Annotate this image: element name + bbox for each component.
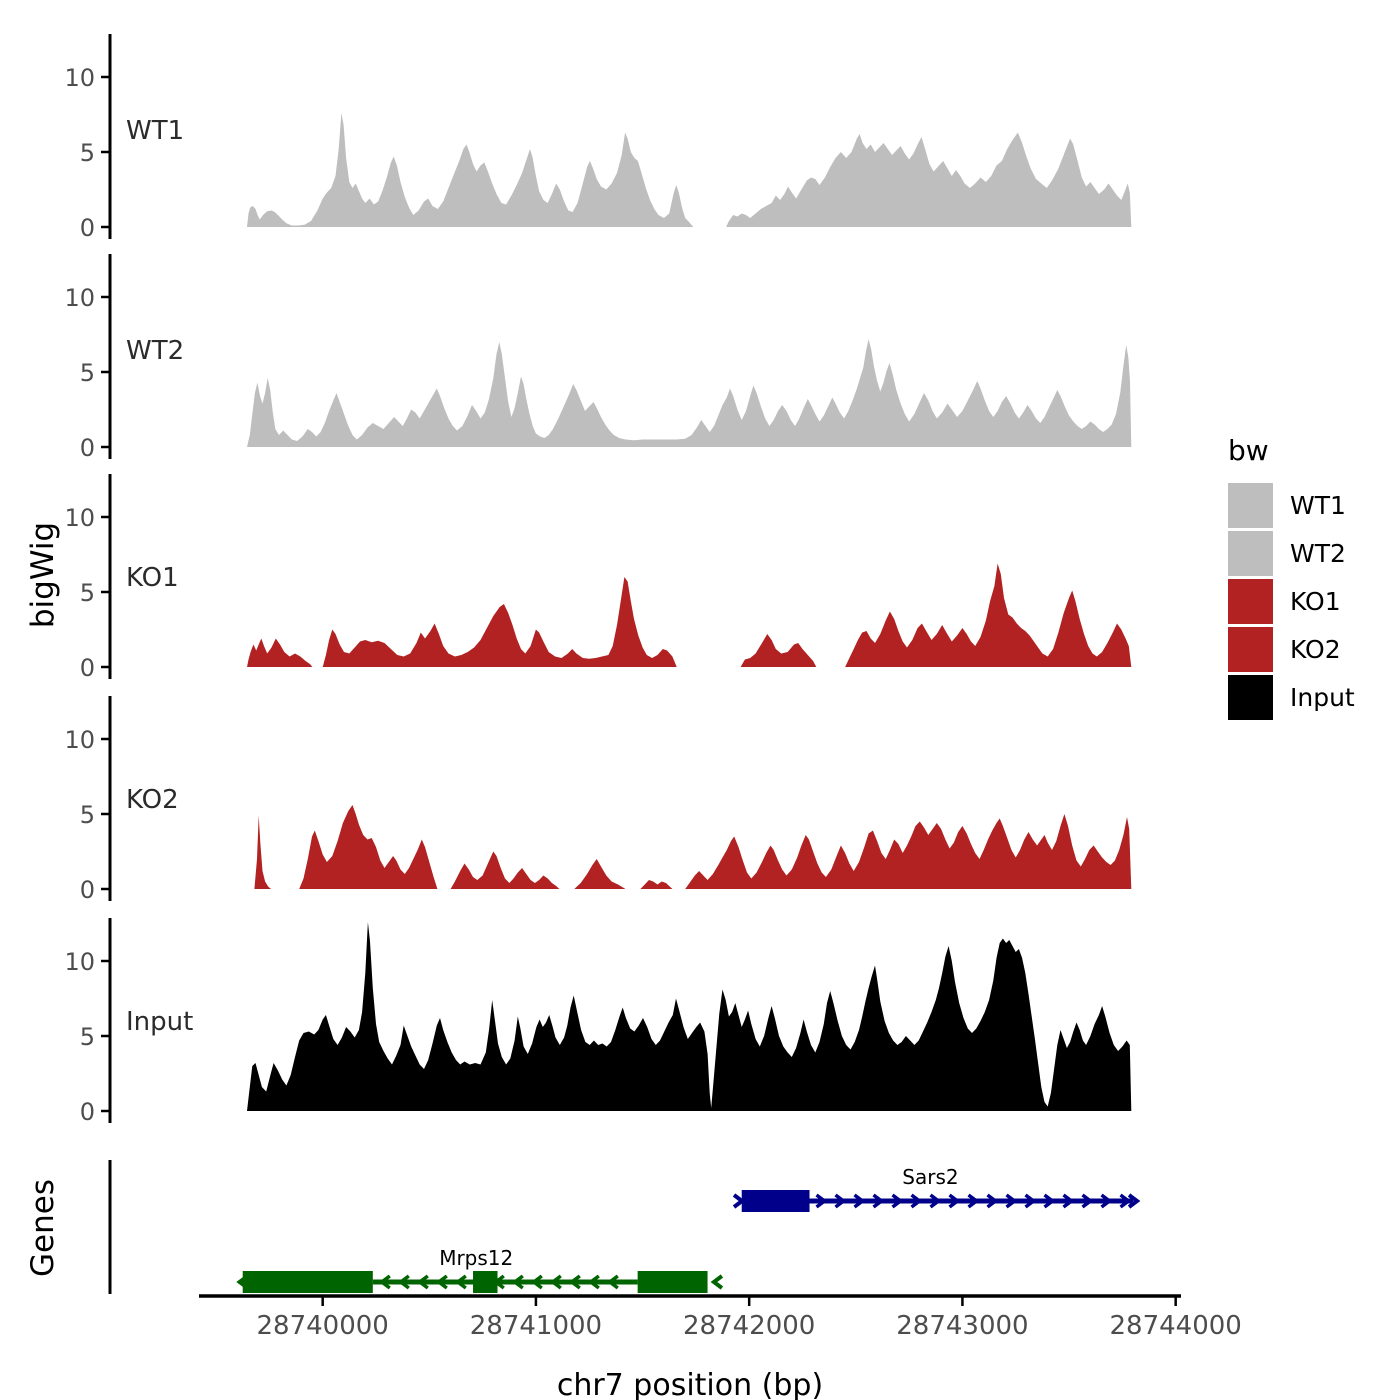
coverage-area-Input-seg0 — [247, 922, 1132, 1111]
gene-label-Sars2: Sars2 — [902, 1165, 958, 1189]
strand-arrow-icon — [454, 1274, 467, 1290]
strand-arrow-icon — [606, 1274, 619, 1290]
coverage-area-KO1-seg1 — [322, 577, 677, 667]
strand-arrow-icon — [1127, 1193, 1141, 1209]
strand-arrow-icon — [378, 1274, 391, 1290]
strand-arrow-icon — [435, 1274, 448, 1290]
strand-arrow-icon — [511, 1274, 524, 1290]
gene-exon-Sars2-0 — [741, 1190, 810, 1212]
coverage-area-KO2-seg0 — [254, 815, 272, 889]
coverage-area-KO2-seg5 — [685, 814, 1132, 889]
strand-arrow-icon — [891, 1193, 904, 1209]
y-tick-label-Input-0: 0 — [80, 1098, 95, 1126]
y-tick-label-WT2-0: 0 — [80, 434, 95, 462]
legend-label-wt2: WT2 — [1290, 539, 1346, 568]
strand-arrow-icon — [530, 1274, 543, 1290]
legend-item-ko1: KO1 — [1228, 579, 1355, 624]
strand-arrow-icon — [587, 1274, 600, 1290]
legend: bw WT1 WT2 KO1 KO2 Input — [1228, 434, 1355, 723]
coverage-area-KO2-seg2 — [450, 851, 560, 889]
strand-arrow-icon — [986, 1193, 999, 1209]
x-tick-label-28743000: 28743000 — [896, 1311, 1028, 1341]
y-tick-label-KO1-0: 0 — [80, 654, 95, 682]
strand-arrow-icon — [416, 1274, 429, 1290]
track-label-wt1: WT1 — [126, 116, 185, 146]
coverage-area-KO2-seg1 — [299, 805, 438, 889]
coverage-area-WT1-seg0 — [247, 113, 694, 227]
strand-arrow-icon — [1043, 1193, 1056, 1209]
legend-swatch-wt1 — [1228, 483, 1273, 528]
strand-arrow-icon — [815, 1193, 828, 1209]
legend-item-input: Input — [1228, 675, 1355, 720]
strand-arrow-icon — [549, 1274, 562, 1290]
legend-swatch-wt2 — [1228, 531, 1273, 576]
track-label-input: Input — [126, 1007, 194, 1037]
legend-swatch-ko2 — [1228, 627, 1273, 672]
x-tick-label-28741000: 28741000 — [470, 1311, 602, 1341]
y-tick-label-WT2-5: 5 — [80, 359, 95, 387]
y-tick-label-KO2-0: 0 — [80, 876, 95, 904]
gene-exon-Mrps12-0 — [242, 1271, 373, 1293]
strand-arrow-icon — [710, 1274, 724, 1290]
strand-arrow-icon — [1024, 1193, 1037, 1209]
coverage-area-KO2-seg3 — [574, 859, 626, 889]
legend-item-ko2: KO2 — [1228, 627, 1355, 672]
y-tick-label-Input-10: 10 — [64, 948, 95, 976]
strand-arrow-icon — [1081, 1193, 1094, 1209]
coverage-area-KO1-seg0 — [247, 638, 313, 667]
strand-arrow-icon — [872, 1193, 885, 1209]
strand-arrow-icon — [834, 1193, 847, 1209]
legend-label-input: Input — [1290, 683, 1355, 712]
strand-arrow-icon — [1005, 1193, 1018, 1209]
strand-arrow-icon — [910, 1193, 923, 1209]
gene-exon-Mrps12-1 — [473, 1271, 498, 1293]
strand-arrow-icon — [397, 1274, 410, 1290]
y-axis-title-genes: Genes — [25, 1179, 61, 1277]
y-tick-label-KO1-10: 10 — [64, 504, 95, 532]
legend-swatch-ko1 — [1228, 579, 1273, 624]
strand-arrow-icon — [1062, 1193, 1075, 1209]
y-tick-label-KO1-5: 5 — [80, 579, 95, 607]
strand-arrow-icon — [853, 1193, 866, 1209]
y-tick-label-WT1-0: 0 — [80, 214, 95, 242]
strand-arrow-icon — [568, 1274, 581, 1290]
gene-label-Mrps12: Mrps12 — [439, 1246, 513, 1270]
legend-title: bw — [1228, 434, 1269, 467]
x-tick-label-28740000: 28740000 — [257, 1311, 389, 1341]
legend-label-wt1: WT1 — [1290, 491, 1346, 520]
coverage-area-KO2-seg4 — [640, 880, 673, 889]
strand-arrow-icon — [1100, 1193, 1113, 1209]
strand-arrow-icon — [236, 1274, 249, 1290]
gene-exon-Mrps12-2 — [637, 1271, 708, 1293]
y-tick-label-KO2-10: 10 — [64, 726, 95, 754]
coverage-area-WT2-seg0 — [247, 339, 1132, 447]
strand-arrow-icon — [929, 1193, 942, 1209]
x-axis-title: chr7 position (bp) — [556, 1368, 824, 1400]
strand-arrow-icon — [967, 1193, 980, 1209]
track-label-wt2: WT2 — [126, 336, 185, 366]
track-label-ko2: KO2 — [126, 785, 179, 815]
legend-label-ko2: KO2 — [1290, 635, 1341, 664]
y-tick-label-Input-5: 5 — [80, 1023, 95, 1051]
y-axis-title-bigwig: bigWig — [25, 521, 61, 629]
track-label-ko1: KO1 — [126, 563, 179, 593]
y-tick-label-KO2-5: 5 — [80, 801, 95, 829]
strand-arrow-icon — [948, 1193, 961, 1209]
x-tick-label-28742000: 28742000 — [683, 1311, 815, 1341]
legend-item-wt1: WT1 — [1228, 483, 1355, 528]
coverage-area-KO1-seg2 — [740, 634, 817, 667]
coverage-area-WT1-seg1 — [726, 132, 1132, 227]
legend-label-ko1: KO1 — [1290, 587, 1341, 616]
y-tick-label-WT1-10: 10 — [64, 64, 95, 92]
strand-arrow-icon — [732, 1193, 746, 1209]
legend-item-wt2: WT2 — [1228, 531, 1355, 576]
strand-arrow-icon — [1119, 1193, 1132, 1209]
legend-swatch-input — [1228, 675, 1273, 720]
x-tick-label-28744000: 28744000 — [1109, 1311, 1241, 1341]
coverage-area-KO1-seg3 — [845, 563, 1132, 667]
y-tick-label-WT1-5: 5 — [80, 139, 95, 167]
y-tick-label-WT2-10: 10 — [64, 284, 95, 312]
